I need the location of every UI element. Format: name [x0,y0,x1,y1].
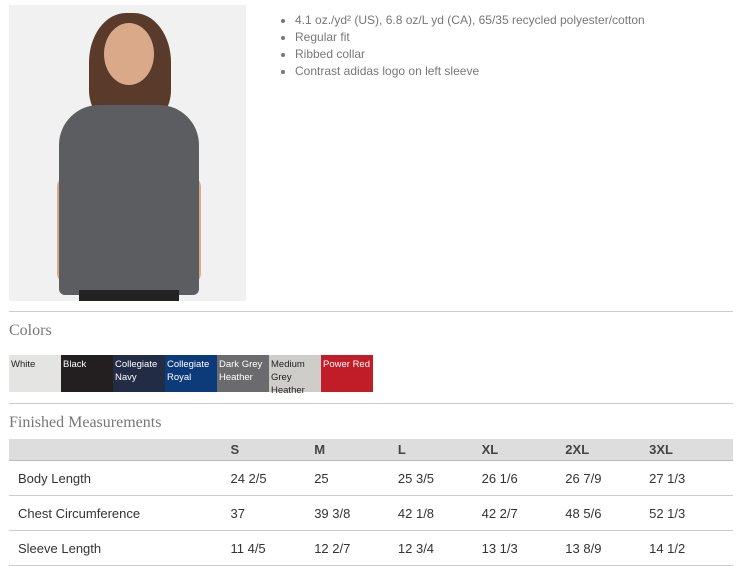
measurement-cell: 26 1/6 [481,460,566,496]
measurement-cell: 52 1/3 [649,495,733,531]
measurements-heading: Finished Measurements [9,414,162,431]
measurement-cell: 25 3/5 [397,460,482,496]
color-swatch[interactable]: Black [61,355,113,392]
measurement-cell: 14 1/2 [649,530,733,566]
color-swatch[interactable]: Power Red [321,355,373,392]
measurement-cell: 26 7/9 [565,460,650,496]
row-label: Sleeve Length [9,530,231,566]
color-swatch[interactable]: Collegiate Royal [165,355,217,392]
feature-item: 4.1 oz./yd² (US), 6.8 oz/L yd (CA), 65/3… [295,12,645,29]
feature-item: Ribbed collar [295,46,645,63]
table-row: Sleeve Length 11 4/5 12 2/7 12 3/4 13 1/3 13 … [9,530,733,566]
color-swatch[interactable]: Collegiate Navy [113,355,165,392]
size-header: M [314,439,398,461]
measurement-cell: 12 3/4 [397,530,482,566]
size-header: XL [481,439,566,461]
measurements-table: S M L XL 2XL 3XL Body Length 24 2/5 25 25 3/5 26 … [9,439,733,566]
color-swatch[interactable]: Dark Grey Heather [217,355,269,392]
size-header: S [230,439,315,461]
colors-heading: Colors [9,322,52,339]
table-row: Chest Circumference 37 39 3/8 42 1/8 42 2/7 4… [9,495,733,531]
divider [9,403,733,404]
size-header: 2XL [565,439,650,461]
measurement-cell: 39 3/8 [314,495,398,531]
row-label: Body Length [9,460,231,496]
measurement-cell: 24 2/5 [230,460,315,496]
divider [9,311,733,312]
feature-item: Regular fit [295,29,645,46]
measurement-cell: 11 4/5 [230,530,315,566]
color-swatch[interactable]: Medium Grey Heather [269,355,321,396]
row-label: Chest Circumference [9,495,231,531]
measurement-cell: 48 5/6 [565,495,650,531]
measurement-cell: 42 2/7 [481,495,566,531]
measurement-cell: 42 1/8 [397,495,482,531]
feature-list: 4.1 oz./yd² (US), 6.8 oz/L yd (CA), 65/3… [277,12,645,80]
table-row: Body Length 24 2/5 25 25 3/5 26 1/6 26 7/9 27 … [9,460,733,496]
feature-item: Contrast adidas logo on left sleeve [295,63,645,80]
measurement-cell: 13 1/3 [481,530,566,566]
size-header: L [397,439,482,461]
color-swatch[interactable]: White [9,355,61,392]
color-swatches: White Black Collegiate Navy Collegiate Roya… [9,355,373,396]
product-photo [9,5,246,301]
measurement-cell: 25 [314,460,398,496]
measurement-cell: 37 [230,495,315,531]
measurement-cell: 12 2/7 [314,530,398,566]
size-header: 3XL [649,439,733,461]
measurement-cell: 13 8/9 [565,530,650,566]
measurement-cell: 27 1/3 [649,460,733,496]
